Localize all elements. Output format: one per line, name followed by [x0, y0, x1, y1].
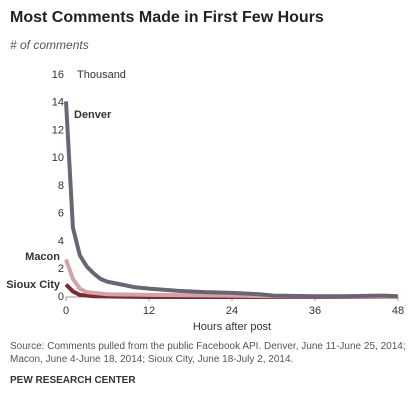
series-line: [64, 101, 399, 299]
y-tick-label: 8: [58, 180, 64, 192]
series-label: Denver: [74, 109, 112, 121]
y-tick-label: 6: [58, 208, 64, 220]
y-tick-label: 10: [52, 152, 64, 164]
x-tick-label: 12: [143, 305, 155, 317]
y-tick-label: 0: [58, 291, 64, 303]
chart-title: Most Comments Made in First Few Hours: [10, 9, 324, 26]
subtitle: # of comments: [10, 38, 89, 52]
y-tick-label: 2: [58, 263, 64, 275]
x-tick-label: 24: [226, 305, 238, 317]
series-label: Macon: [25, 251, 60, 263]
y-tick-label: 12: [52, 124, 64, 136]
y-tick-label: 16: [52, 69, 64, 81]
x-axis-label: Hours after post: [193, 321, 271, 333]
y-unit: Thousand: [77, 69, 126, 81]
credit: PEW RESEARCH CENTER: [10, 375, 136, 386]
series-label: Sioux City: [6, 279, 61, 291]
chart: Most Comments Made in First Few Hours # …: [6, 9, 404, 333]
x-tick-label: 48: [392, 305, 404, 317]
series-line: [64, 258, 399, 299]
source: Source: Comments pulled from the public …: [10, 341, 406, 365]
y-tick-label: 4: [58, 235, 64, 247]
y-tick-label: 14: [52, 97, 64, 109]
x-tick-label: 0: [63, 305, 69, 317]
x-tick-label: 36: [309, 305, 321, 317]
